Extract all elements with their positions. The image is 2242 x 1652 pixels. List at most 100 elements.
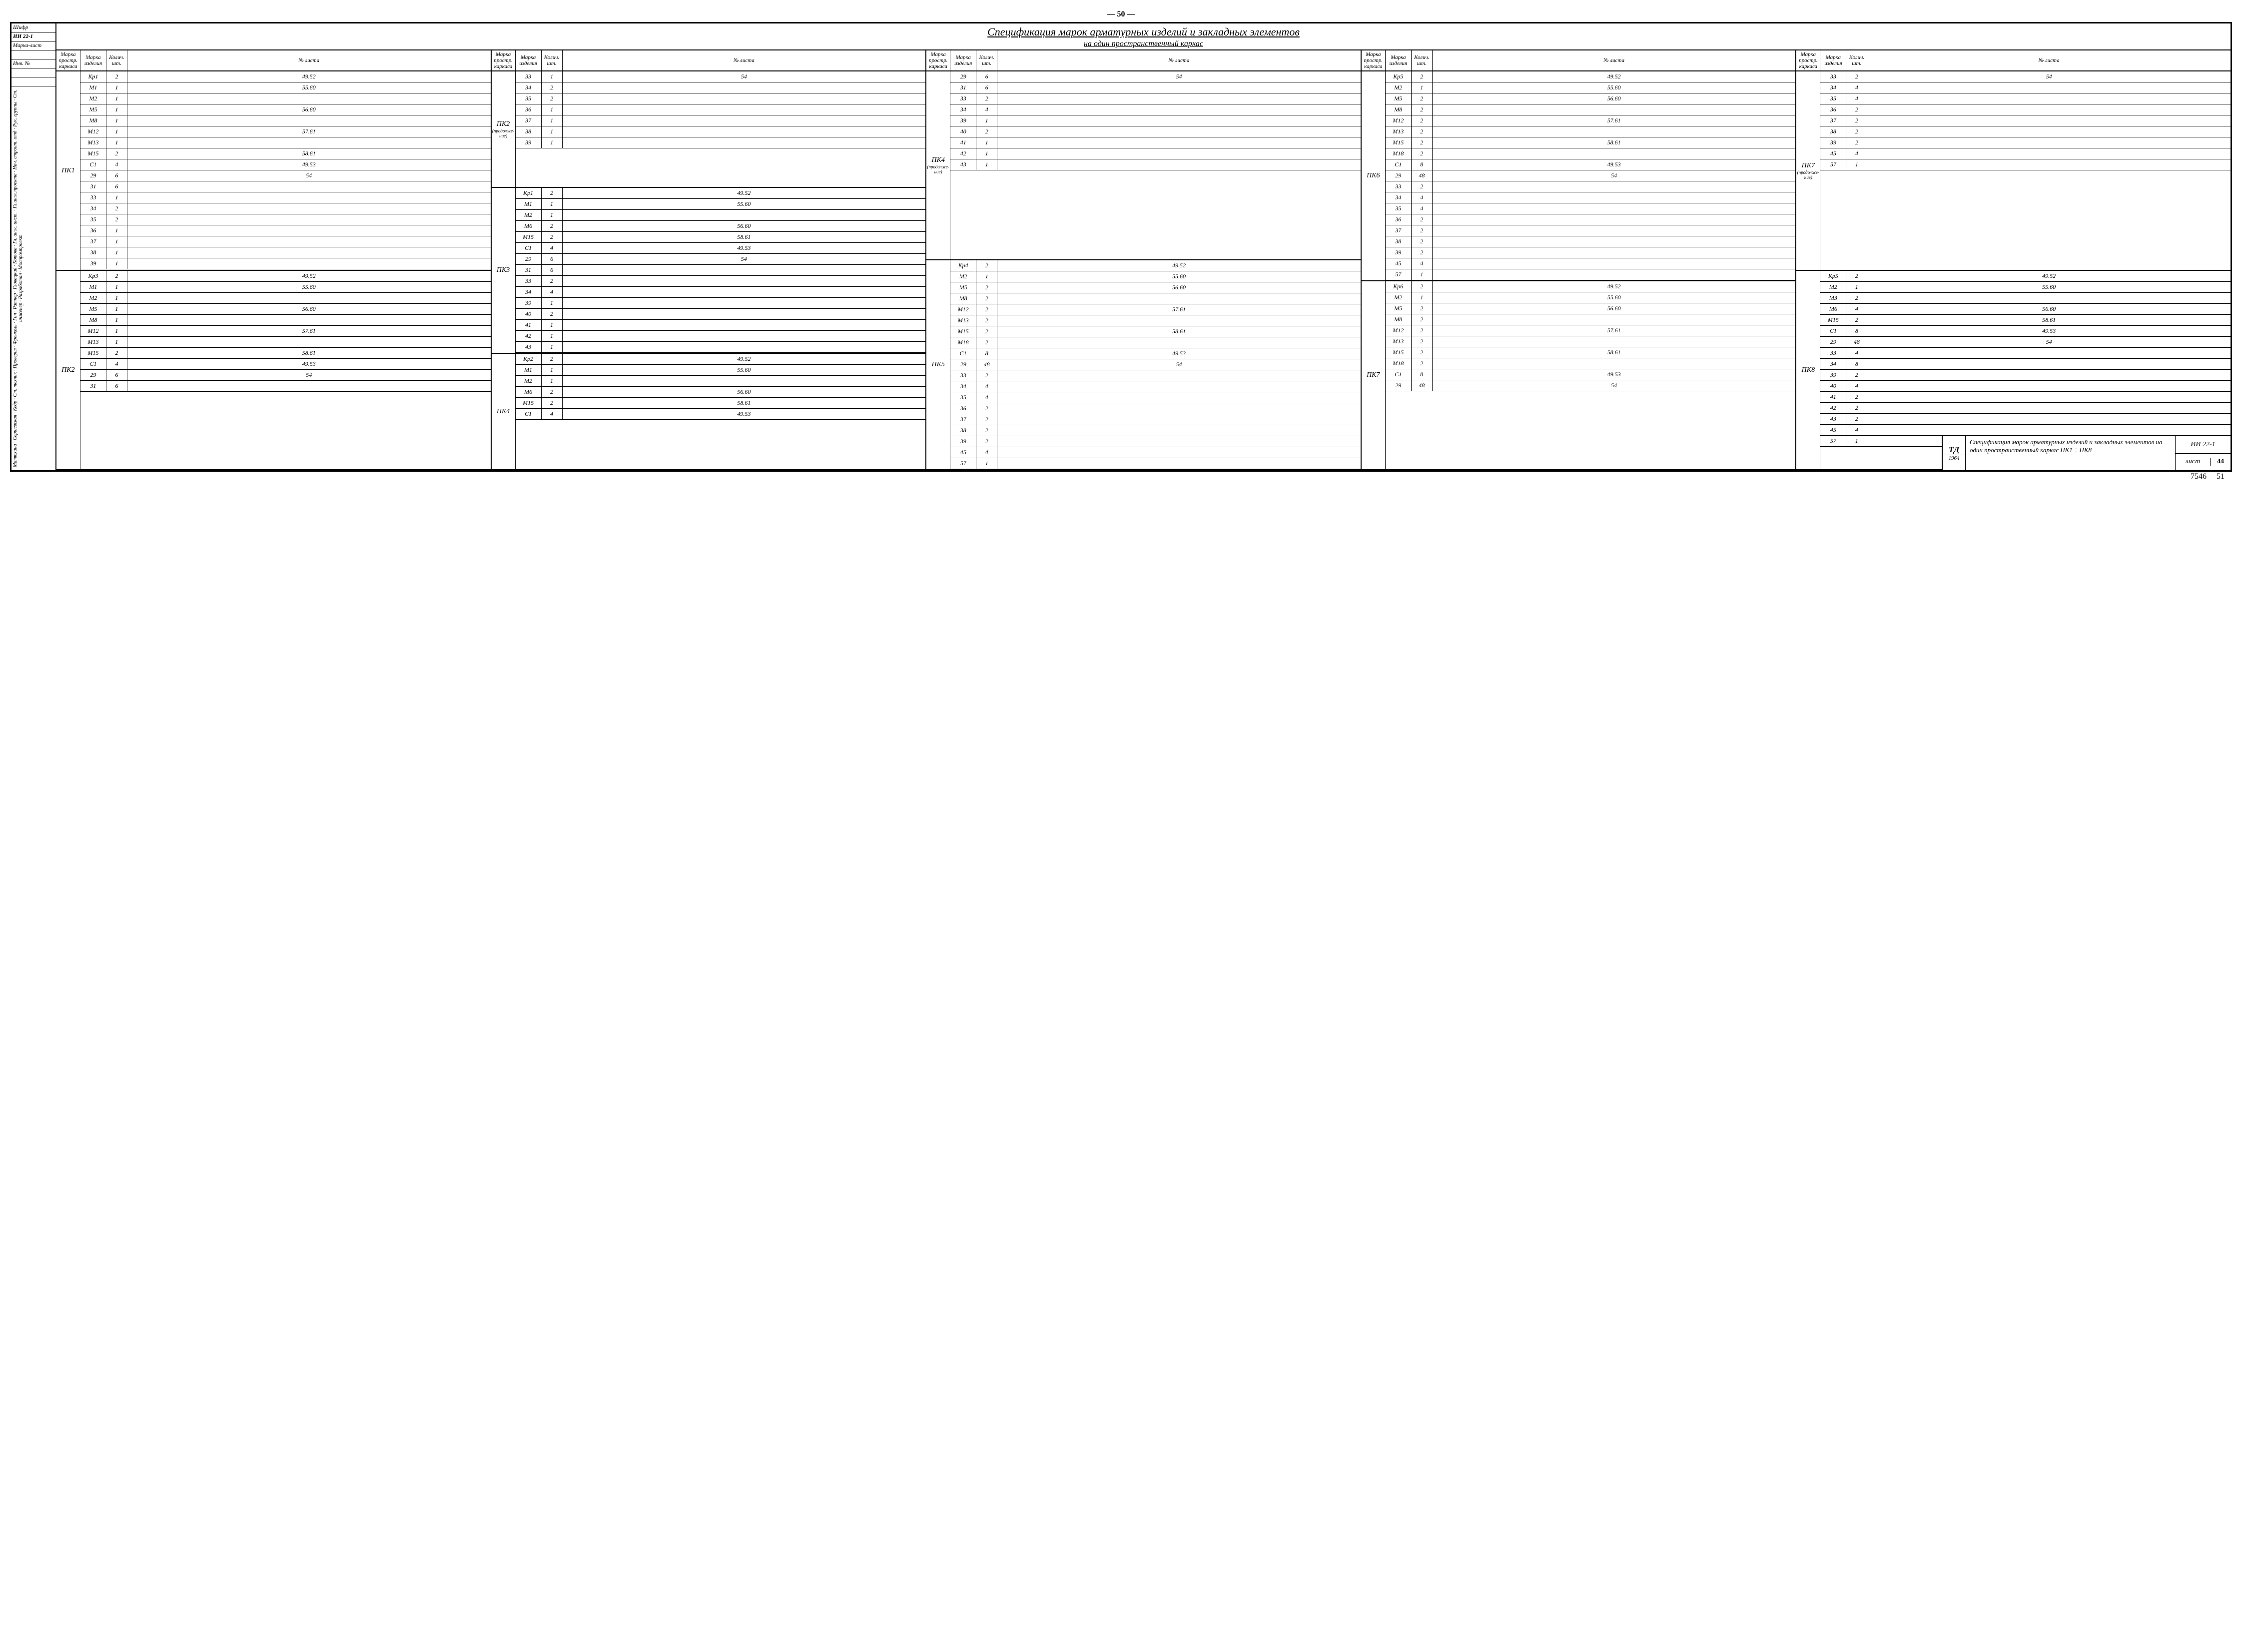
cell-qt: 4 [1846,381,1867,391]
section: ПК6Кр5 2 49.52М2 1 55.60М5 2 56.60М8 2 [1362,71,1796,281]
table-row: 33 2 [950,370,1361,381]
cell-iz: М2 [950,271,976,282]
cell-iz: М6 [516,387,542,397]
table-row: 31 6 [950,82,1361,93]
cell-qt: 2 [542,354,563,364]
table-row: 41 1 [516,320,926,331]
cell-iz: М12 [80,126,106,137]
col-qt: Колич. шт. [106,50,127,70]
table-row: 41 2 [1820,392,2231,403]
cell-qt: 2 [1412,71,1433,82]
table-row: 38 1 [80,247,491,258]
cell-iz: М2 [80,93,106,104]
cell-qt: 2 [542,398,563,408]
cell-qt: 6 [106,381,127,391]
cell-ls: 57.61 [127,326,491,336]
left-titleblock: Шифр ИИ 22-1 Марка-лист Инв. № Матюхина … [11,23,56,470]
cell-ls [563,331,926,341]
cell-qt: 2 [1846,115,1867,126]
cell-qt: 1 [542,320,563,330]
section: ПК4(продолже-ние)29 6 5431 6 33 2 34 4 [926,71,1361,260]
cell-iz: М13 [80,137,106,148]
cell-ls [997,370,1361,381]
cell-iz: М18 [950,337,976,348]
cell-qt: 48 [1846,337,1867,347]
cell-ls: 58.61 [997,326,1361,337]
cell-ls [1433,126,1796,137]
cell-iz: 36 [80,225,106,236]
data-group: ПК7(продолже-ние)33 2 5434 4 35 4 36 2 [1796,71,2231,470]
cell-iz: 42 [516,331,542,341]
cell-qt: 2 [1846,293,1867,303]
cell-iz: 37 [516,115,542,126]
cell-qt: 2 [1412,181,1433,192]
cell-iz: М2 [1386,292,1412,303]
tb-logo: ТД 1964 [1943,436,1966,470]
table-row: С1 4 49.53 [80,359,491,370]
cell-ls [997,425,1361,436]
cell-qt: 2 [542,276,563,286]
table-row: М15 2 58.61 [1386,137,1796,148]
table-row: 41 1 [950,137,1361,148]
cell-qt: 1 [106,304,127,314]
header-group: Марка простр. каркаса Марка изделия Коли… [1796,50,2231,70]
section-mk: ПК1 [56,71,80,270]
cell-ls: 49.52 [563,188,926,198]
cell-iz: М15 [1386,347,1412,358]
cell-qt: 2 [542,232,563,242]
cell-ls: 55.60 [1867,282,2231,292]
section-mk: ПК3 [492,188,516,353]
cell-iz: М5 [80,304,106,314]
cell-iz: 37 [950,414,976,425]
table-row: М12 2 57.61 [950,304,1361,315]
table-row: 39 1 [80,258,491,269]
cell-iz: 36 [516,104,542,115]
table-row: Кр2 2 49.52 [516,354,926,365]
cell-iz: М15 [516,398,542,408]
cell-iz: М13 [1386,126,1412,137]
cell-ls [997,126,1361,137]
col-iz: Марка изделия [1386,50,1412,70]
cell-ls [997,447,1361,458]
cell-iz: М2 [516,376,542,386]
cell-qt: 2 [1846,126,1867,137]
cell-qt: 4 [542,287,563,297]
col-iz: Марка изделия [950,50,976,70]
cell-ls: 56.60 [563,387,926,397]
tb-sheet-label: лист [2176,458,2211,466]
cell-iz: 40 [950,126,976,137]
cell-ls [1867,414,2231,424]
table-row: 33 2 54 [1820,71,2231,82]
cell-iz: М13 [950,315,976,326]
table-row: М2 1 [80,293,491,304]
col-qt: Колич. шт. [976,50,997,70]
cell-ls: 55.60 [127,82,491,93]
col-ls: № листа [563,50,926,70]
cell-iz: 43 [950,159,976,170]
cell-qt: 1 [542,331,563,341]
cell-iz: М15 [80,148,106,159]
table-row: М5 2 56.60 [1386,303,1796,314]
cell-ls [1867,104,2231,115]
cell-iz: М12 [1386,325,1412,336]
cell-ls [1433,236,1796,247]
cell-qt: 1 [976,137,997,148]
cell-qt: 2 [1412,247,1433,258]
cell-ls [563,298,926,308]
table-row: М8 1 [80,315,491,326]
cell-iz: 41 [950,137,976,148]
table-row: М18 2 [950,337,1361,348]
cell-ls [1867,425,2231,435]
cell-iz: С1 [80,159,106,170]
cell-qt: 1 [106,93,127,104]
cell-ls: 49.52 [997,260,1361,271]
cell-iz: М8 [1386,104,1412,115]
cell-iz: 33 [950,370,976,381]
sb-marka-list: Марка-лист [11,41,55,50]
cell-qt: 4 [1846,425,1867,435]
table-row: 39 1 [516,137,926,148]
cell-ls [563,93,926,104]
cell-iz: 39 [516,298,542,308]
cell-ls [127,93,491,104]
table-row: М5 2 56.60 [1386,93,1796,104]
